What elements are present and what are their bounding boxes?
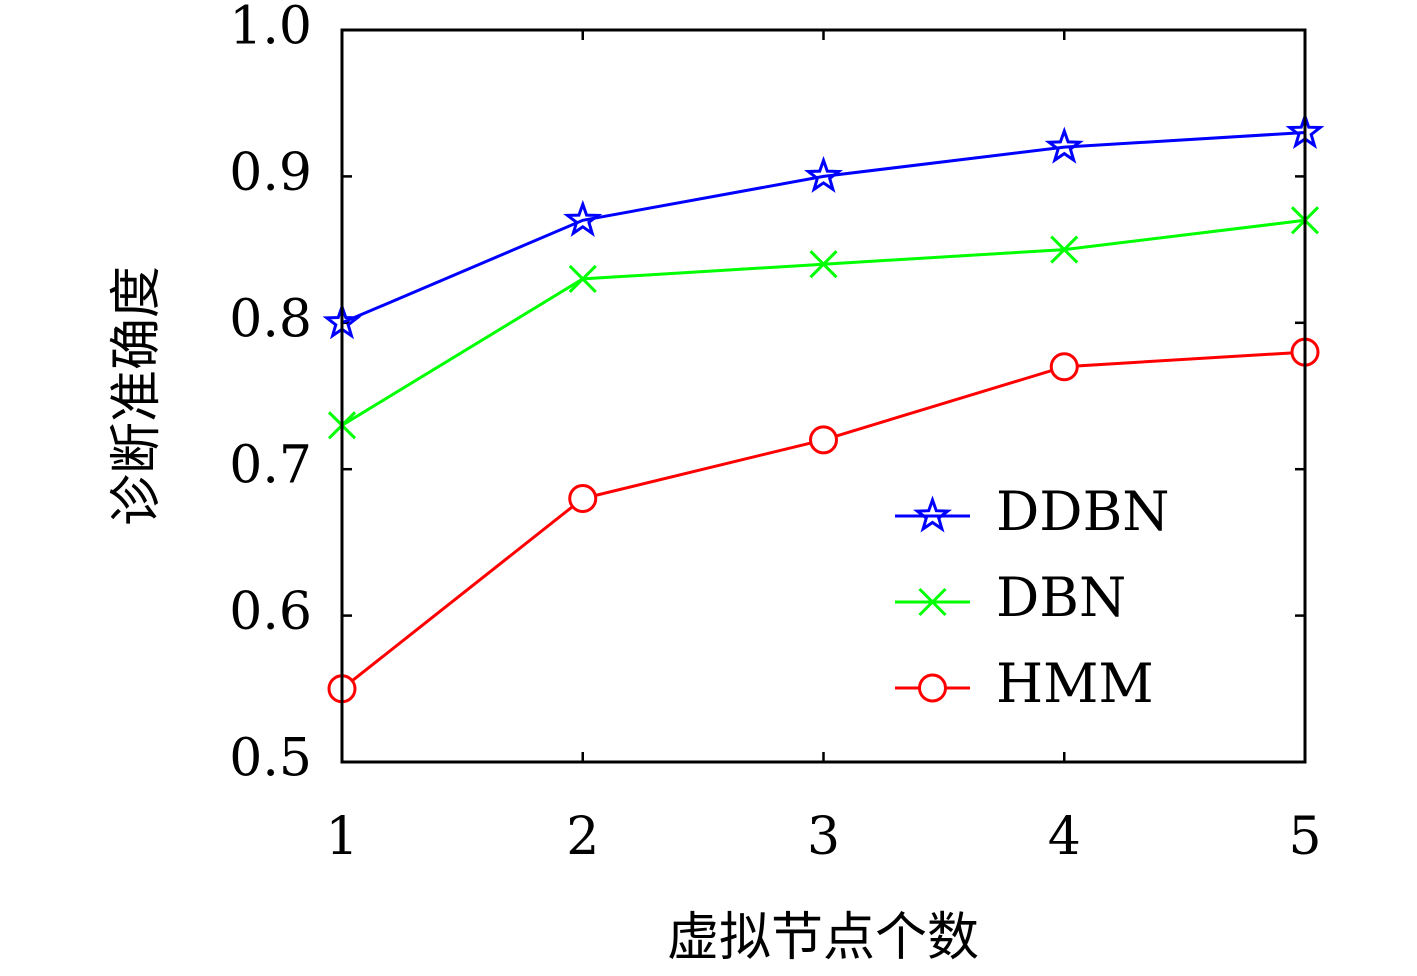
legend-marker <box>918 587 947 617</box>
data-point <box>809 425 838 455</box>
axis-ticks <box>342 30 1305 762</box>
x-tick-label: 3 <box>807 807 840 867</box>
series-line <box>341 218 1306 427</box>
legend-label: DBN <box>996 566 1126 629</box>
series-hmm <box>327 337 1320 704</box>
x-tick-label: 4 <box>1048 807 1081 867</box>
data-point <box>563 199 603 237</box>
data-point <box>1044 126 1084 164</box>
series-group <box>322 112 1325 704</box>
data-point <box>1049 352 1079 382</box>
legend-item: DBN <box>895 566 1126 629</box>
legend: DDBN DBN HMM <box>895 480 1170 715</box>
legend-label: DDBN <box>996 480 1170 543</box>
legend-label: HMM <box>996 652 1154 715</box>
x-axis-label: 虚拟节点个数 <box>667 908 979 968</box>
y-tick-label: 0.9 <box>229 143 312 203</box>
series-dbn <box>327 206 1320 440</box>
series-ddbn <box>322 112 1325 340</box>
y-tick-label: 0.6 <box>229 582 312 642</box>
x-tick-label: 2 <box>566 807 599 867</box>
series-line <box>341 131 1306 325</box>
y-tick-label: 0.8 <box>229 289 312 349</box>
y-tick-label: 1.0 <box>229 0 312 57</box>
data-point <box>568 483 598 513</box>
y-tick-label: 0.5 <box>229 729 312 789</box>
plot-frame <box>340 28 1307 764</box>
data-point <box>804 155 843 193</box>
x-tick-label: 5 <box>1288 807 1321 867</box>
tick-labels: 0.5 0.6 0.7 0.8 0.9 1.0 1 2 3 4 5 <box>229 0 1321 867</box>
y-axis-label: 诊断准确度 <box>107 266 167 526</box>
legend-item: HMM <box>895 652 1154 715</box>
data-point <box>568 264 597 293</box>
y-tick-label: 0.7 <box>229 436 312 496</box>
legend-item: DDBN <box>895 480 1170 543</box>
legend-marker <box>918 673 947 703</box>
data-point <box>809 250 838 279</box>
data-point <box>1050 235 1079 264</box>
legend-marker <box>913 495 952 533</box>
x-tick-label: 1 <box>325 807 358 867</box>
